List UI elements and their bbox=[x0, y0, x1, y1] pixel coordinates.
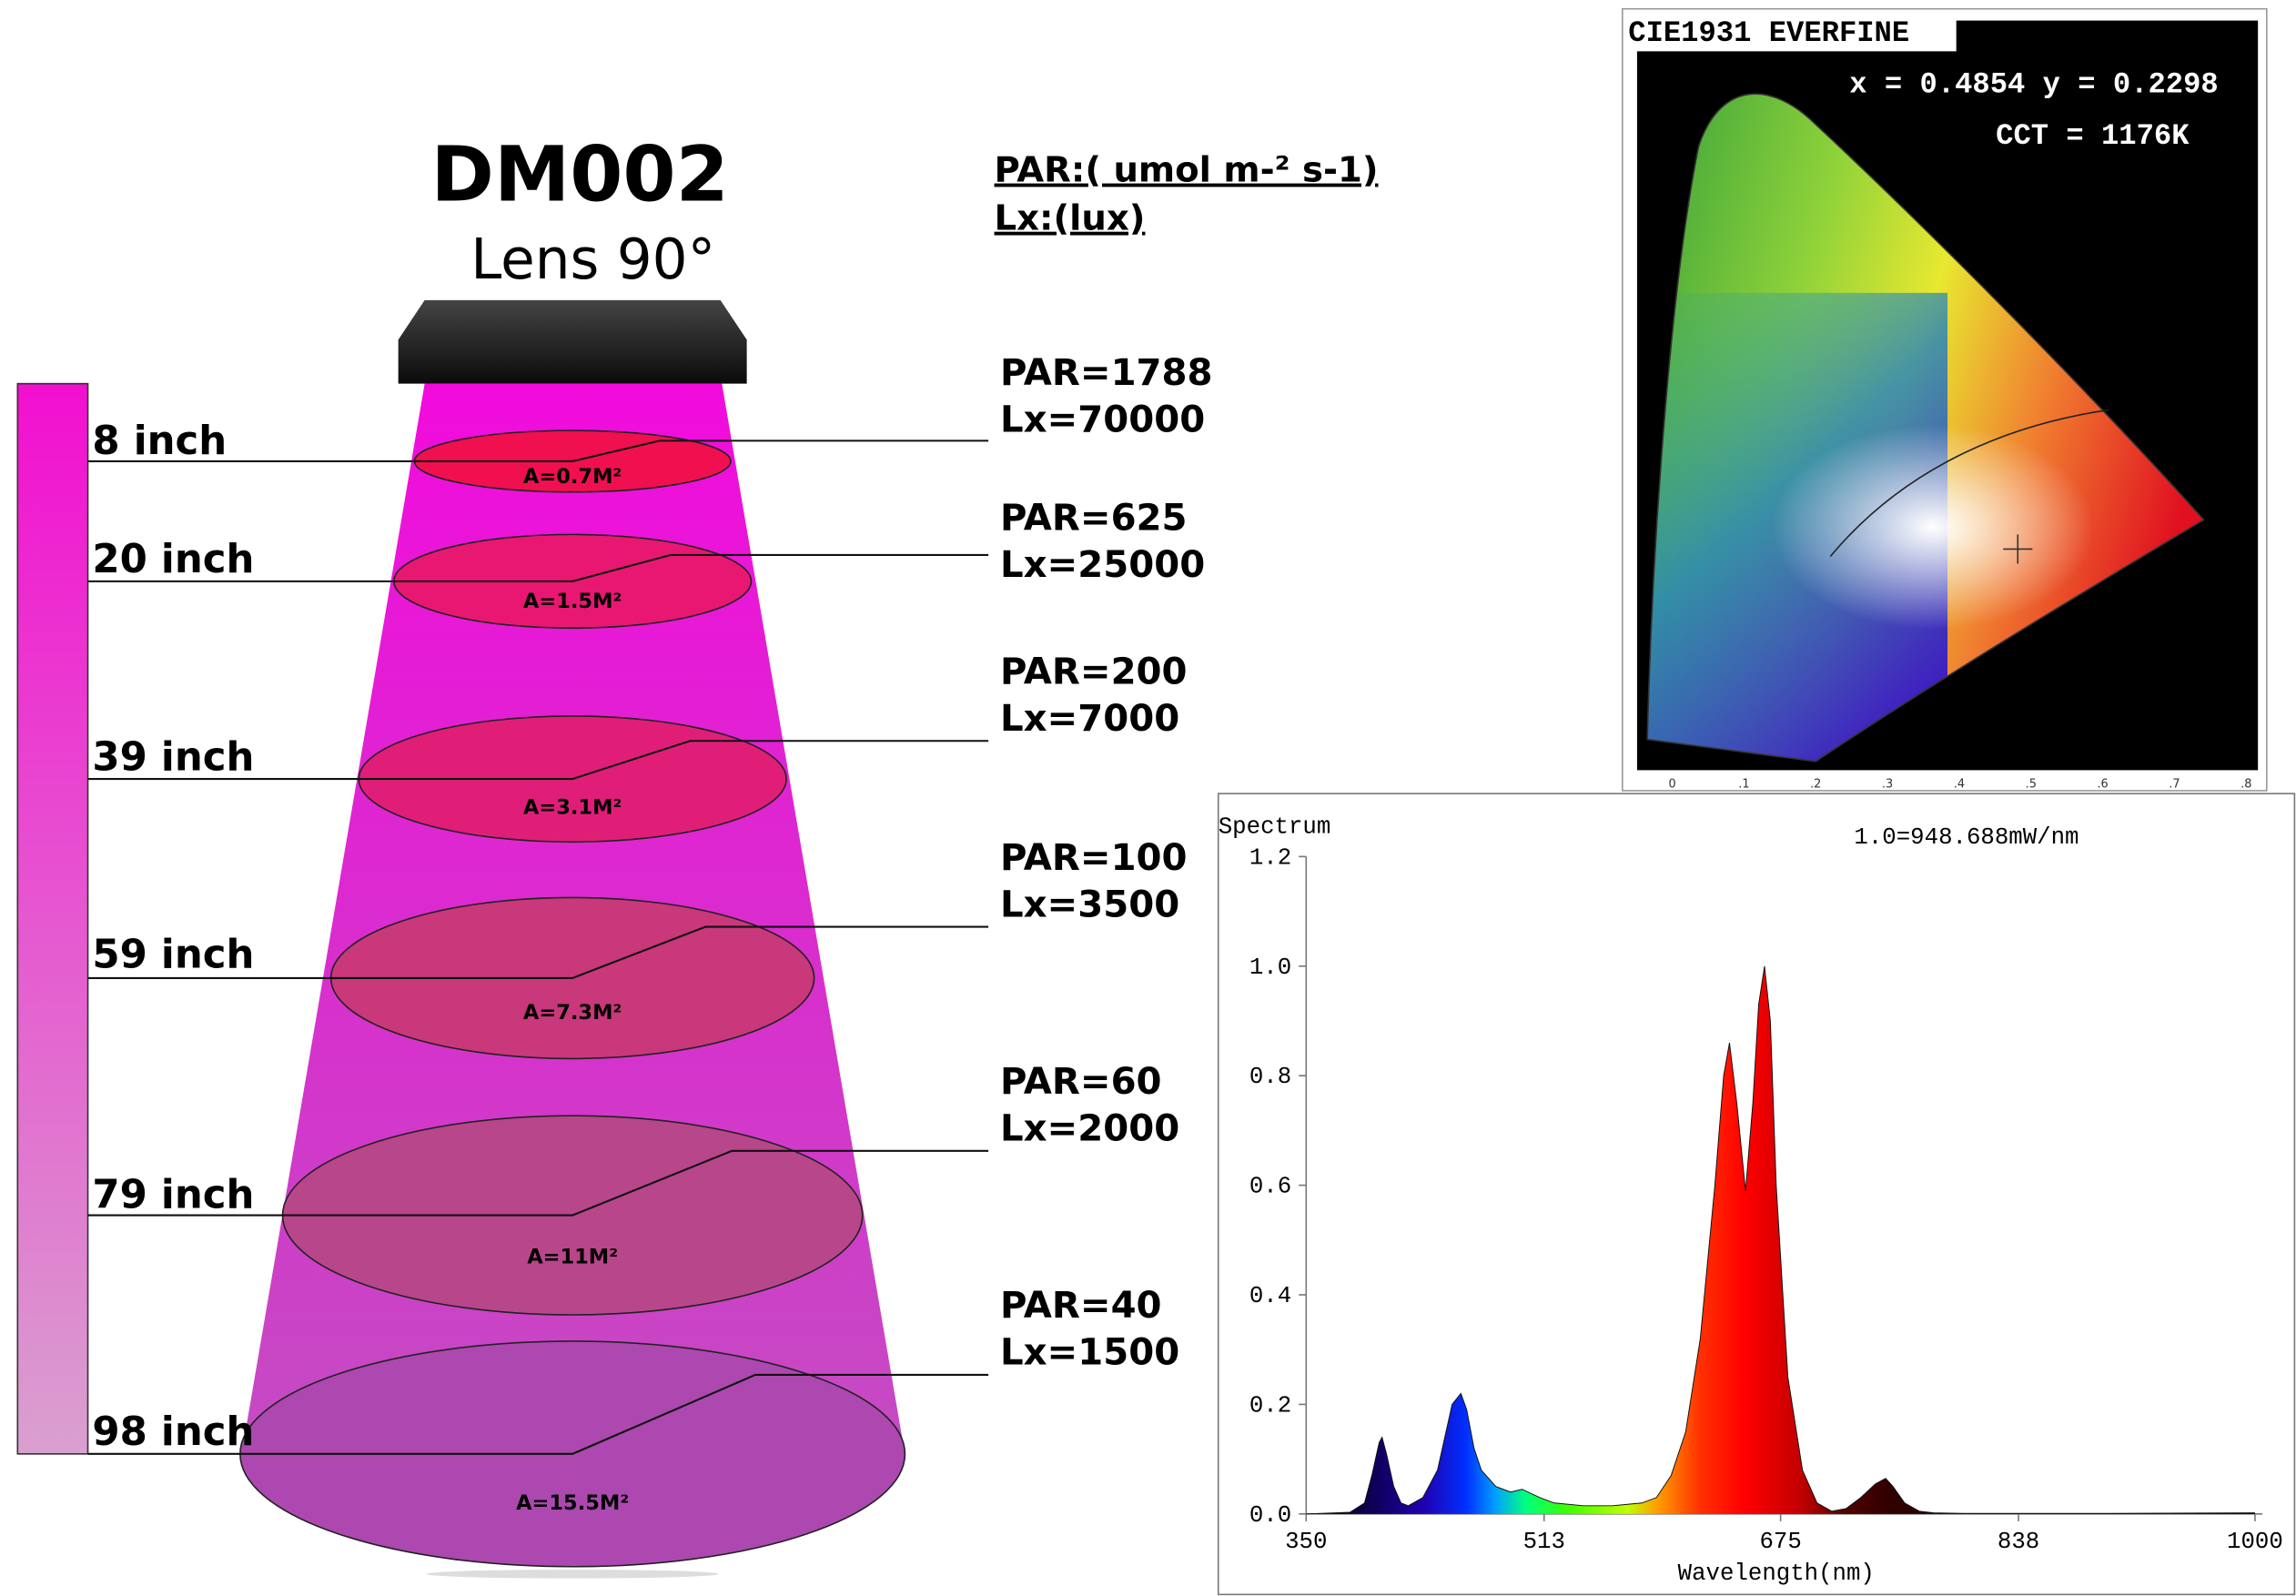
point-marker bbox=[2003, 534, 2033, 564]
shadow bbox=[426, 1569, 720, 1579]
cie-x-tick: .5 bbox=[2026, 778, 2037, 792]
planck-locus bbox=[1829, 409, 2109, 558]
distance-label: 98 inch bbox=[92, 1409, 254, 1455]
area-label: A=11M² bbox=[527, 1246, 618, 1269]
cie-y-tick: .1 bbox=[1623, 650, 1633, 663]
y-tick-label: 0.4 bbox=[1249, 1283, 1291, 1309]
distance-label: 20 inch bbox=[92, 537, 254, 582]
x-tick-label: 1000 bbox=[2227, 1529, 2283, 1555]
lens-label: Lens 90° bbox=[470, 227, 715, 292]
cie-y-tick: .3 bbox=[1623, 493, 1633, 507]
cie-x-tick: .6 bbox=[2097, 778, 2108, 792]
lux-label: Lx=70000 bbox=[1000, 399, 1205, 441]
x-tick-label: 513 bbox=[1523, 1529, 1565, 1555]
cie-y-tick: .7 bbox=[1623, 179, 1633, 193]
lux-label: Lx=3500 bbox=[1000, 884, 1179, 925]
x-tick-label: 350 bbox=[1285, 1529, 1327, 1555]
cie-x-tick: .7 bbox=[2169, 778, 2180, 792]
par-label: PAR=1788 bbox=[1000, 352, 1213, 394]
spectrum-chart: Spectrum 1.0=948.688mW/nm Wavelength(nm)… bbox=[1217, 793, 2296, 1596]
cie-y-tick: .8 bbox=[1623, 101, 1633, 115]
cie-y-tick: .4 bbox=[1623, 415, 1633, 429]
spectrum-line bbox=[1306, 965, 2255, 1515]
product-title: DM002 bbox=[431, 130, 729, 219]
cie-y-tick: 0 bbox=[1627, 728, 1634, 742]
gamut-white bbox=[1771, 424, 2094, 630]
leader-line bbox=[87, 1149, 989, 1217]
lux-label: Lx=2000 bbox=[1000, 1108, 1179, 1150]
chart-title: Spectrum bbox=[1219, 814, 1331, 841]
y-tick-label: 1.0 bbox=[1249, 955, 1291, 981]
y-tick-label: 0.8 bbox=[1249, 1064, 1291, 1090]
y-tick-label: 1.2 bbox=[1249, 844, 1291, 871]
area-label: A=15.5M² bbox=[516, 1491, 629, 1515]
gamut-outline bbox=[1646, 93, 2205, 763]
distance-label: 79 inch bbox=[92, 1173, 254, 1218]
distance-label: 8 inch bbox=[92, 419, 227, 464]
annotation: 1.0=948.688mW/nm bbox=[1854, 824, 2079, 851]
leader-line bbox=[87, 1373, 989, 1455]
par-label: PAR=200 bbox=[1000, 651, 1188, 692]
cie-x-tick: .1 bbox=[1738, 778, 1749, 792]
par-label: PAR=40 bbox=[1000, 1285, 1162, 1327]
cie-x-tick: 0 bbox=[1668, 778, 1675, 792]
cie-x-tick: .2 bbox=[1810, 778, 1821, 792]
cie-y-tick: .5 bbox=[1623, 337, 1633, 350]
cie-x-tick: .4 bbox=[1954, 778, 1965, 792]
par-label: PAR=625 bbox=[1000, 498, 1188, 540]
distance-bar bbox=[16, 382, 89, 1455]
cie-chart: CIE1931 EVERFINE x = 0.4854 y = 0.2298 C… bbox=[1622, 7, 2268, 792]
lux-label: Lx=7000 bbox=[1000, 698, 1179, 740]
cie-title-bg bbox=[1625, 13, 1957, 52]
cie-cct: CCT = 1176K bbox=[1996, 119, 2190, 153]
leader-line bbox=[87, 925, 989, 979]
leader-line bbox=[87, 553, 989, 582]
distance-label: 59 inch bbox=[92, 933, 254, 978]
cie-y-tick: .2 bbox=[1623, 571, 1633, 585]
par-label: PAR=100 bbox=[1000, 837, 1188, 879]
area-label: A=0.7M² bbox=[523, 465, 622, 489]
leader-line bbox=[87, 439, 989, 462]
cie-coords: x = 0.4854 y = 0.2298 bbox=[1849, 67, 2218, 101]
area-label: A=7.3M² bbox=[523, 1001, 622, 1025]
y-tick-label: 0.6 bbox=[1249, 1174, 1291, 1200]
par-label: PAR=60 bbox=[1000, 1061, 1162, 1103]
lux-label: Lx=1500 bbox=[1000, 1332, 1179, 1374]
area-label: A=1.5M² bbox=[523, 590, 622, 613]
unit-lux: Lx:(lux) bbox=[995, 198, 1146, 239]
cie-title: CIE1931 EVERFINE bbox=[1628, 16, 1909, 50]
distance-label: 39 inch bbox=[92, 734, 254, 780]
lux-label: Lx=25000 bbox=[1000, 544, 1205, 586]
spectrum-area bbox=[1306, 965, 2255, 1514]
x-tick-label: 838 bbox=[1998, 1529, 2039, 1555]
cie-y-tick: .6 bbox=[1623, 258, 1633, 272]
light-diagram: DM002 Lens 90° PAR:( umol m-² s-1) Lx:(l… bbox=[16, 130, 1379, 1579]
x-tick-label: 675 bbox=[1759, 1529, 1801, 1555]
cie-gamut bbox=[1647, 94, 2204, 762]
x-axis-label: Wavelength(nm) bbox=[1678, 1561, 1875, 1587]
area-label: A=3.1M² bbox=[523, 796, 622, 820]
unit-par: PAR:( umol m-² s-1) bbox=[995, 150, 1379, 191]
lamp bbox=[398, 299, 747, 384]
cie-x-tick: .3 bbox=[1882, 778, 1893, 792]
cie-x-tick: .8 bbox=[2240, 778, 2251, 792]
y-tick-label: 0.0 bbox=[1249, 1502, 1291, 1529]
y-tick-label: 0.2 bbox=[1249, 1392, 1291, 1419]
leader-line bbox=[87, 740, 989, 781]
